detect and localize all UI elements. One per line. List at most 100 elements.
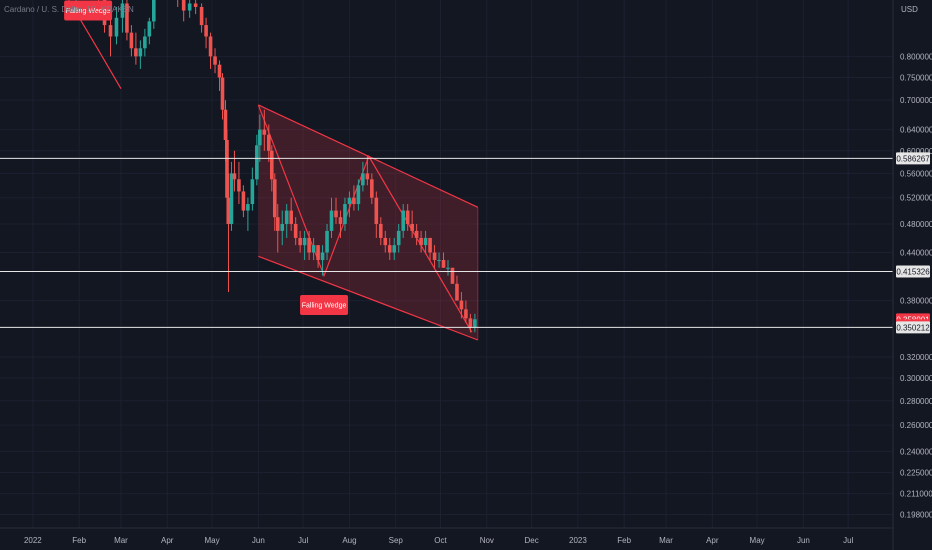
candle-body [365, 173, 370, 180]
x-tick-label: Mar [659, 536, 673, 545]
x-tick-label: Dec [525, 536, 539, 545]
wedge-lower-line[interactable] [258, 255, 479, 341]
candle-body [204, 25, 208, 37]
x-tick-label: Jun [797, 536, 810, 545]
candle-body [446, 267, 450, 269]
candle-down [204, 17, 208, 49]
candle-body [298, 237, 302, 246]
candle-down [272, 173, 277, 231]
y-tick-label: 0.640000 [900, 126, 932, 135]
candle-up [343, 197, 347, 231]
candle-up [473, 313, 477, 333]
candle-down [459, 292, 464, 319]
candle-body [258, 129, 262, 146]
candle-up [114, 6, 119, 45]
candle-body [280, 223, 285, 231]
candle-down [365, 156, 370, 186]
candle-body [147, 21, 152, 37]
candle-up [302, 230, 307, 261]
price-axis[interactable]: 0.800000 0.750000 0.700000 0.640000 0.600000… [900, 52, 932, 519]
candle-down [213, 48, 217, 74]
candle-up [187, 0, 192, 18]
candle-down [464, 300, 468, 323]
candles [75, 0, 477, 333]
candle-body [208, 36, 213, 57]
candle-body [226, 197, 231, 224]
candle-down [334, 197, 338, 224]
candle-down [383, 230, 388, 253]
falling-wedge-label[interactable]: Falling Wedge [64, 0, 113, 21]
y-tick-label: 0.320000 [900, 353, 932, 362]
candle-body [250, 179, 255, 205]
candle-body [329, 210, 334, 231]
tag-text: 0.586267 [896, 154, 930, 163]
x-tick-label: Apr [161, 536, 174, 545]
candle-up [147, 17, 152, 45]
candle-down [220, 73, 225, 120]
y-tick-label: 0.260000 [900, 421, 932, 430]
wedge-upper-line[interactable] [258, 104, 479, 208]
candle-up [138, 40, 143, 69]
candle-body [347, 197, 352, 205]
candle-body [437, 260, 441, 262]
candle-down [428, 237, 432, 261]
candle-up [152, 0, 156, 29]
candle-down [468, 313, 473, 333]
candle-body [138, 48, 143, 57]
candle-down [450, 267, 455, 284]
candle-body [392, 245, 397, 253]
falling-wedge-label[interactable]: Falling Wedge [300, 294, 349, 315]
x-tick-label: Feb [617, 536, 631, 545]
candle-up [446, 260, 450, 276]
candle-body [269, 150, 274, 180]
candle-down [298, 230, 302, 253]
x-tick-label: May [750, 536, 765, 545]
tag-background [896, 152, 930, 165]
candle-body [108, 25, 113, 37]
candle-up [143, 28, 147, 57]
candle-body [410, 223, 414, 231]
candle-down [125, 0, 129, 41]
level-price-tag: 0.350212 [896, 321, 930, 334]
candle-body [311, 245, 316, 253]
candle-up [392, 237, 397, 261]
wedge-fill [258, 104, 478, 340]
annotations[interactable]: Falling Wedge Falling Wedge [64, 0, 349, 315]
candle-body [423, 237, 428, 246]
candle-body [374, 197, 379, 224]
x-tick-label: Mar [114, 536, 128, 545]
candle-down [241, 185, 246, 218]
candle-body [441, 260, 446, 268]
candle-body [343, 204, 347, 224]
label-text: Falling Wedge [66, 8, 111, 15]
horizontal-levels[interactable] [0, 157, 893, 328]
tag-background [896, 321, 930, 334]
candle-body [289, 210, 293, 224]
time-axis[interactable]: Dec2022FebMarAprMayJunJulAugSepOctNovDec… [0, 536, 854, 545]
candle-body [473, 319, 477, 328]
candle-down [289, 197, 293, 231]
candle-body [255, 145, 259, 180]
candle-up [437, 252, 441, 268]
candle-body [129, 32, 134, 49]
candle-body [272, 179, 277, 218]
x-tick-label: Jul [843, 536, 853, 545]
candle-down [262, 109, 267, 151]
candle-up [284, 204, 289, 238]
candle-body [241, 191, 246, 211]
candle-down [269, 145, 274, 192]
candle-body [220, 77, 225, 110]
candle-up [75, 0, 77, 7]
candle-body [401, 210, 405, 231]
x-tick-label: Aug [342, 536, 356, 545]
candle-down [208, 32, 213, 69]
x-tick-label: 2022 [24, 536, 42, 545]
candle-body [262, 129, 267, 135]
candle-body [134, 48, 138, 57]
x-tick-label: Jun [252, 536, 265, 545]
candle-down [441, 252, 446, 268]
candle-body [307, 237, 311, 253]
candle-down [387, 237, 392, 261]
